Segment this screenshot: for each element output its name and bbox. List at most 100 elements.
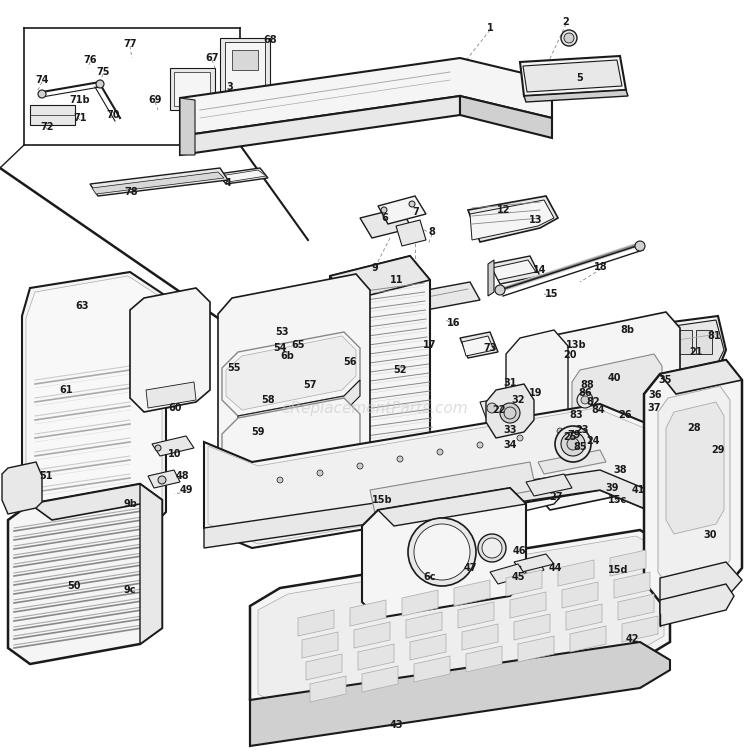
Circle shape (517, 435, 523, 441)
Text: 68: 68 (263, 35, 277, 45)
Text: 23: 23 (575, 425, 589, 435)
Text: 49: 49 (179, 485, 193, 495)
Polygon shape (226, 336, 356, 410)
Text: 31: 31 (503, 378, 517, 388)
Polygon shape (458, 602, 494, 628)
Text: 88: 88 (580, 380, 594, 390)
Text: 85: 85 (573, 442, 586, 452)
Polygon shape (180, 58, 552, 136)
Polygon shape (208, 408, 644, 544)
Polygon shape (362, 666, 398, 692)
Polygon shape (490, 256, 540, 284)
Text: 5: 5 (577, 73, 584, 83)
Polygon shape (610, 550, 646, 576)
Text: 13: 13 (530, 215, 543, 225)
Polygon shape (225, 42, 265, 105)
Polygon shape (462, 624, 498, 650)
Polygon shape (460, 332, 498, 358)
Text: 30: 30 (704, 530, 717, 540)
Circle shape (482, 538, 502, 558)
Polygon shape (402, 590, 438, 616)
Text: 79: 79 (567, 430, 580, 440)
Polygon shape (536, 312, 680, 510)
Circle shape (409, 201, 415, 207)
Polygon shape (562, 582, 598, 608)
Text: 34: 34 (503, 440, 517, 450)
Polygon shape (222, 332, 360, 416)
Text: 71b: 71b (70, 95, 90, 105)
Polygon shape (222, 398, 360, 484)
Circle shape (635, 241, 645, 251)
Circle shape (414, 524, 470, 580)
Polygon shape (220, 170, 266, 182)
Text: 9: 9 (372, 263, 378, 273)
Circle shape (477, 442, 483, 448)
Polygon shape (30, 105, 75, 125)
Polygon shape (490, 564, 526, 584)
Circle shape (478, 534, 506, 562)
Text: 10: 10 (168, 449, 182, 459)
Polygon shape (350, 600, 386, 626)
Circle shape (397, 456, 403, 462)
Polygon shape (218, 274, 370, 500)
Text: 3: 3 (226, 82, 233, 92)
Polygon shape (488, 260, 494, 296)
Polygon shape (152, 436, 194, 456)
Text: 18: 18 (594, 262, 608, 272)
Polygon shape (462, 336, 494, 356)
Text: 26: 26 (618, 410, 632, 420)
Text: 47: 47 (464, 563, 477, 573)
Polygon shape (526, 474, 572, 496)
Text: 33: 33 (503, 425, 517, 435)
Text: 16: 16 (447, 318, 460, 328)
Text: 81: 81 (707, 331, 721, 341)
Polygon shape (562, 342, 582, 356)
Text: 24: 24 (586, 436, 600, 446)
Circle shape (158, 476, 166, 484)
Text: 8b: 8b (620, 325, 634, 335)
Polygon shape (664, 316, 726, 376)
Polygon shape (523, 60, 622, 92)
Text: 6c: 6c (424, 572, 436, 582)
Polygon shape (538, 450, 606, 474)
Polygon shape (666, 402, 724, 534)
Text: 70: 70 (106, 110, 120, 120)
Text: 37: 37 (647, 403, 661, 413)
Circle shape (487, 403, 497, 413)
Text: 28: 28 (687, 423, 700, 433)
Polygon shape (622, 616, 658, 642)
Circle shape (577, 392, 593, 408)
Polygon shape (410, 634, 446, 660)
Text: 60: 60 (168, 403, 182, 413)
Polygon shape (298, 610, 334, 636)
Text: 63: 63 (75, 301, 88, 311)
Polygon shape (506, 330, 568, 512)
Polygon shape (148, 470, 180, 488)
Polygon shape (414, 656, 450, 682)
Polygon shape (524, 90, 628, 102)
Text: 69: 69 (148, 95, 162, 105)
Text: 74: 74 (35, 75, 49, 85)
Text: 56: 56 (344, 357, 357, 367)
Text: 71: 71 (74, 113, 87, 123)
Polygon shape (354, 622, 390, 648)
Text: 44: 44 (548, 563, 562, 573)
Text: 72: 72 (40, 122, 54, 132)
Polygon shape (454, 580, 490, 606)
Polygon shape (522, 560, 544, 576)
Polygon shape (26, 276, 162, 550)
Polygon shape (358, 644, 394, 670)
Polygon shape (396, 220, 426, 246)
Text: 4: 4 (225, 178, 231, 188)
Text: 27: 27 (549, 492, 562, 502)
Circle shape (437, 449, 443, 455)
Circle shape (567, 438, 579, 450)
Polygon shape (330, 256, 430, 470)
Polygon shape (570, 626, 606, 652)
Text: 82: 82 (586, 397, 600, 407)
Polygon shape (92, 172, 224, 194)
Text: 14: 14 (533, 265, 547, 275)
Text: 11: 11 (390, 275, 404, 285)
Polygon shape (514, 614, 550, 640)
Circle shape (96, 80, 104, 88)
